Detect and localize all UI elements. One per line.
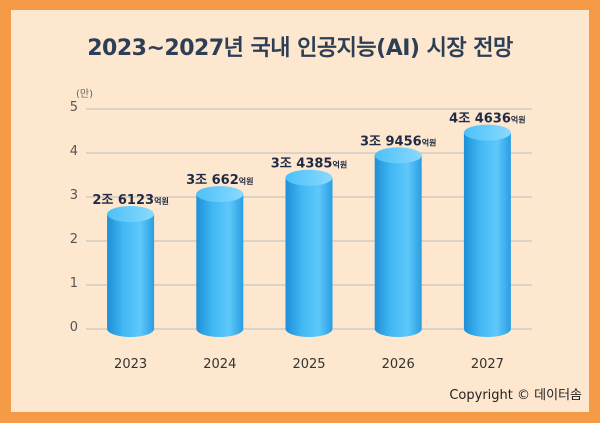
copyright-notice: Copyright © 데이터솜 [449,388,582,403]
y-tick-label: 1 [69,276,78,291]
bar-2024 [196,186,244,337]
y-axis-unit: (만) [76,89,94,100]
y-tick-label: 2 [69,232,78,247]
bar-value-label: 4조 4636억원 [449,112,525,127]
bar-2023 [107,206,155,337]
y-tick-label: 5 [69,100,78,115]
y-tick-label: 3 [69,188,78,203]
x-tick-label: 2026 [382,357,415,372]
bar-top [374,147,422,164]
bar-value-label: 3조 4385억원 [271,157,347,172]
bar-top [107,206,155,223]
bar-value-label: 3조 662억원 [186,173,253,188]
x-tick-label: 2024 [203,357,236,372]
y-tick-label: 4 [69,144,78,159]
bar-top [196,186,244,203]
x-tick-label: 2027 [471,357,504,372]
bar-body [374,155,422,337]
bar-body [285,177,333,337]
bar-body [196,194,244,337]
bar-top [463,124,511,141]
bar-2025 [285,169,333,337]
chart-title: 2023~2027년 국내 인공지능(AI) 시장 전망 [87,36,513,61]
bar-top [285,169,333,186]
x-tick-label: 2025 [292,357,325,372]
bar-2027 [463,124,511,337]
bar-body [107,214,155,337]
y-tick-label: 0 [69,320,78,335]
bar-body [463,132,511,337]
bar-value-label: 2조 6123억원 [92,193,168,208]
x-tick-label: 2023 [114,357,147,372]
bar-2026 [374,147,422,337]
bar-value-label: 3조 9456억원 [360,134,436,149]
